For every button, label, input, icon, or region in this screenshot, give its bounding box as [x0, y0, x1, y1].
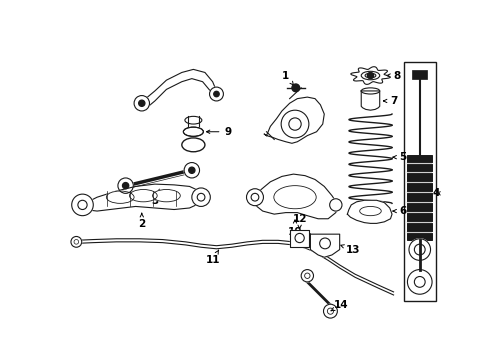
Text: 2: 2 [138, 213, 146, 229]
Polygon shape [347, 200, 392, 223]
Circle shape [214, 91, 219, 97]
Text: 7: 7 [384, 96, 397, 106]
Text: 11: 11 [205, 250, 220, 265]
Polygon shape [311, 234, 340, 257]
Circle shape [358, 67, 370, 79]
Circle shape [122, 183, 129, 189]
Circle shape [246, 189, 264, 206]
Circle shape [371, 67, 383, 79]
Bar [404, 62, 436, 301]
Ellipse shape [152, 189, 180, 202]
Circle shape [323, 304, 337, 318]
Text: 3: 3 [151, 189, 160, 206]
Circle shape [371, 72, 383, 85]
Ellipse shape [129, 189, 157, 202]
Text: 1: 1 [282, 71, 294, 85]
Polygon shape [351, 67, 390, 84]
Text: 9: 9 [206, 127, 232, 137]
Circle shape [192, 188, 210, 206]
Circle shape [358, 72, 370, 85]
Polygon shape [146, 69, 217, 109]
Text: 14: 14 [331, 300, 348, 311]
Circle shape [301, 270, 314, 282]
Circle shape [184, 163, 199, 178]
Circle shape [365, 66, 377, 78]
Text: 6: 6 [393, 206, 406, 216]
Circle shape [134, 95, 149, 111]
Polygon shape [291, 230, 309, 247]
Circle shape [118, 178, 133, 193]
Circle shape [210, 87, 223, 101]
Circle shape [189, 167, 195, 173]
Text: 4: 4 [432, 188, 440, 198]
Text: 12: 12 [293, 214, 307, 229]
Circle shape [330, 199, 342, 211]
Circle shape [292, 84, 300, 92]
Ellipse shape [274, 186, 316, 209]
Text: 5: 5 [393, 152, 406, 162]
Circle shape [139, 100, 145, 106]
Polygon shape [79, 184, 203, 211]
Circle shape [281, 110, 309, 138]
Polygon shape [264, 97, 324, 143]
Polygon shape [183, 127, 203, 136]
Circle shape [319, 238, 330, 249]
Circle shape [409, 239, 431, 260]
Bar [412, 70, 427, 80]
Ellipse shape [361, 88, 380, 94]
Circle shape [72, 194, 93, 216]
Circle shape [373, 69, 386, 82]
Circle shape [355, 69, 368, 82]
Circle shape [295, 233, 304, 243]
Ellipse shape [106, 191, 134, 203]
Bar [408, 155, 432, 239]
Circle shape [365, 73, 377, 86]
Circle shape [408, 270, 432, 294]
Circle shape [368, 72, 373, 78]
Polygon shape [251, 174, 338, 219]
Text: 13: 13 [341, 244, 361, 255]
Text: 8: 8 [387, 71, 401, 81]
Text: 10: 10 [288, 220, 302, 237]
Circle shape [71, 237, 82, 247]
Polygon shape [361, 91, 380, 110]
